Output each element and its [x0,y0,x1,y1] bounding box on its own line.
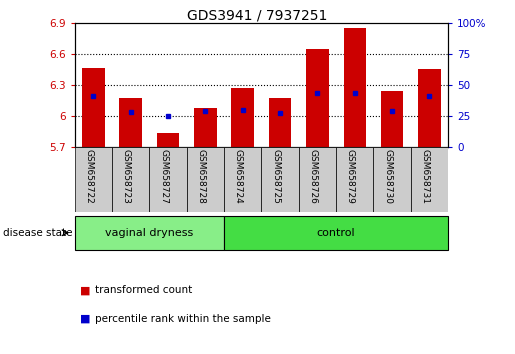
FancyBboxPatch shape [186,147,224,212]
FancyBboxPatch shape [299,147,336,212]
Bar [381,91,403,147]
Bar [418,69,440,147]
FancyBboxPatch shape [336,147,373,212]
Bar [119,98,142,147]
Text: ■: ■ [80,314,90,324]
Text: GSM658726: GSM658726 [308,149,317,204]
Text: GSM658724: GSM658724 [234,149,243,204]
Text: GSM658725: GSM658725 [271,149,280,204]
Text: GSM658730: GSM658730 [383,149,392,204]
Text: transformed count: transformed count [95,285,193,295]
Text: GSM658722: GSM658722 [84,149,93,204]
Bar [269,98,291,147]
Bar [157,133,179,147]
Text: control: control [317,228,355,238]
FancyBboxPatch shape [224,216,448,250]
Bar [232,88,254,147]
FancyBboxPatch shape [224,147,261,212]
FancyBboxPatch shape [261,147,299,212]
Bar [194,108,216,147]
FancyBboxPatch shape [410,147,448,212]
Text: percentile rank within the sample: percentile rank within the sample [95,314,271,324]
Text: GSM658728: GSM658728 [196,149,205,204]
FancyBboxPatch shape [75,216,224,250]
Text: GSM658729: GSM658729 [346,149,355,204]
FancyBboxPatch shape [112,147,149,212]
Text: disease state: disease state [3,228,72,238]
FancyBboxPatch shape [75,147,112,212]
Text: GDS3941 / 7937251: GDS3941 / 7937251 [187,9,328,23]
Bar [82,68,105,147]
Text: GSM658731: GSM658731 [420,149,430,204]
Bar [344,28,366,147]
Text: ■: ■ [80,285,90,295]
Bar [306,49,329,147]
Text: GSM658723: GSM658723 [122,149,131,204]
Text: GSM658727: GSM658727 [159,149,168,204]
Text: vaginal dryness: vaginal dryness [105,228,194,238]
FancyBboxPatch shape [373,147,410,212]
FancyBboxPatch shape [149,147,186,212]
